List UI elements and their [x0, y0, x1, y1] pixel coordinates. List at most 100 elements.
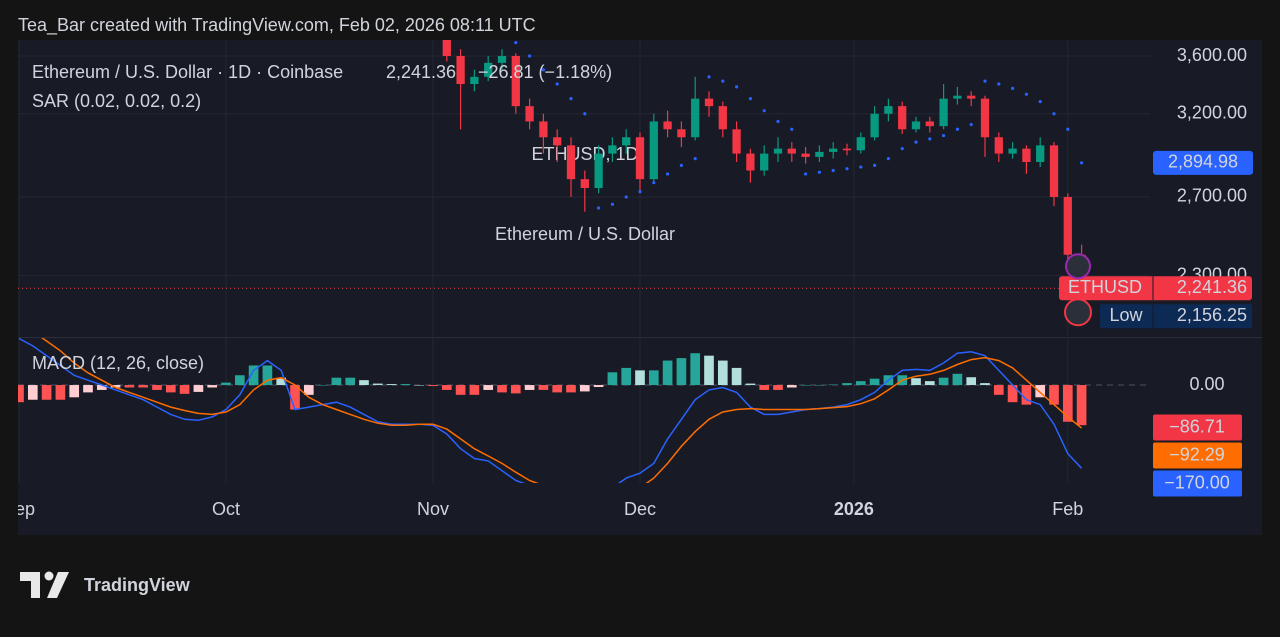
candle-body	[842, 148, 852, 151]
legend-sar: SAR (0.02, 0.02, 0.2)	[32, 91, 201, 111]
histogram-bar	[1021, 385, 1032, 405]
candle-body	[911, 121, 921, 130]
sar-dot	[679, 163, 684, 167]
histogram-bar	[345, 377, 356, 386]
candle-body	[497, 56, 507, 63]
sar-dot	[914, 140, 918, 144]
last-price-name: ETHUSD	[1068, 277, 1142, 297]
sar-dot	[804, 172, 808, 176]
histogram-bar	[69, 385, 80, 398]
sar-dot	[707, 75, 711, 79]
candle-body	[829, 148, 838, 152]
candle-body	[815, 151, 824, 157]
candle-body	[718, 106, 727, 130]
candle-body	[442, 40, 451, 57]
histogram-bar	[428, 385, 438, 387]
histogram-bar	[27, 385, 38, 400]
candle-body	[760, 153, 769, 171]
histogram-bar	[483, 385, 494, 390]
histogram-bar	[18, 385, 24, 403]
histogram-bar	[400, 384, 411, 386]
candle-body	[663, 121, 672, 130]
histogram-bar	[869, 378, 880, 386]
candle-body	[566, 145, 576, 180]
histogram-bar	[938, 377, 949, 386]
sar-dot	[942, 134, 946, 138]
low-badge	[1100, 304, 1252, 329]
macd-badge	[1153, 442, 1242, 469]
macd-title: MACD (12, 26, close)	[32, 353, 204, 373]
sar-dot	[817, 170, 822, 174]
sar-dot	[528, 54, 532, 58]
sar-dot	[776, 119, 780, 124]
sar-dot	[1038, 100, 1042, 104]
candle-body	[1036, 145, 1045, 162]
candle-body	[1022, 148, 1031, 162]
histogram-bar	[96, 385, 107, 390]
histogram-bar	[828, 384, 839, 386]
candle-body	[456, 56, 465, 85]
legend-price: 2,241.36	[386, 62, 456, 82]
histogram-bar	[538, 385, 549, 390]
histogram-bar	[41, 385, 52, 400]
sar-dot	[610, 202, 615, 206]
candle-body	[870, 113, 879, 138]
histogram-bar	[276, 377, 287, 386]
histogram-bar	[842, 383, 852, 386]
sar-dot	[1066, 127, 1070, 131]
histogram-bar	[814, 385, 825, 386]
candle-body	[898, 106, 907, 130]
histogram-bar	[993, 385, 1004, 395]
y-tick-label: 3,600.00	[1177, 45, 1247, 65]
histogram-bar	[952, 373, 963, 386]
sar-dot	[1011, 86, 1015, 90]
sar-dot	[1080, 161, 1084, 165]
candle-body	[953, 95, 962, 99]
sar-dot	[652, 181, 656, 185]
sar-dot	[859, 165, 863, 169]
sar-dot	[597, 206, 601, 210]
candle-body	[635, 137, 645, 180]
histogram-bar	[152, 385, 162, 390]
histogram-bar	[414, 385, 425, 386]
macd-badge-label: −92.29	[1169, 444, 1225, 464]
sar-dot	[845, 167, 849, 171]
badges: 2,894.98 ETHUSD 2,241.36 Low 2,156.25 −86.71 −…	[1059, 150, 1253, 497]
histogram-bar	[1007, 385, 1018, 403]
sar-dot	[583, 112, 587, 116]
histogram-bar	[911, 378, 921, 386]
x-tick-label: 2026	[834, 499, 874, 519]
histogram-bar	[248, 365, 259, 386]
macd-line	[41, 338, 1083, 483]
flag-icon	[1064, 298, 1092, 327]
sar-dot	[886, 156, 891, 161]
footer-brand: TradingView	[84, 575, 191, 595]
candle-body	[1063, 196, 1072, 255]
candle-body	[553, 137, 562, 146]
histogram-bar	[607, 372, 618, 386]
last-price-label: 2,241.36	[1177, 277, 1247, 297]
sar-dot	[569, 97, 573, 101]
sar-dot	[693, 156, 697, 161]
sar-dot	[1024, 92, 1028, 96]
sar-dot	[1052, 112, 1056, 116]
histogram-bar	[731, 367, 742, 386]
sar-dot	[762, 109, 766, 113]
axes: Sep Oct Nov Dec 2026 Feb 3,600.00 3,200.00 2,700…	[18, 45, 1247, 519]
histogram-bar	[497, 385, 507, 393]
low-name: Low	[1109, 305, 1143, 325]
macd-line	[18, 338, 1083, 483]
sar-dot	[997, 82, 1001, 86]
candle-body	[704, 98, 714, 107]
logo-mark	[20, 572, 40, 598]
sar-dot	[638, 189, 642, 194]
x-tick-label: Feb	[1052, 499, 1083, 519]
candle-body	[1049, 145, 1059, 197]
y-tick-label: 2,700.00	[1177, 186, 1247, 206]
alert-icon	[1065, 253, 1091, 280]
histogram-bar	[303, 385, 314, 395]
candle-body	[746, 153, 755, 171]
sar-dot	[624, 195, 628, 199]
histogram-bar	[165, 385, 176, 393]
candle-body	[649, 121, 658, 180]
